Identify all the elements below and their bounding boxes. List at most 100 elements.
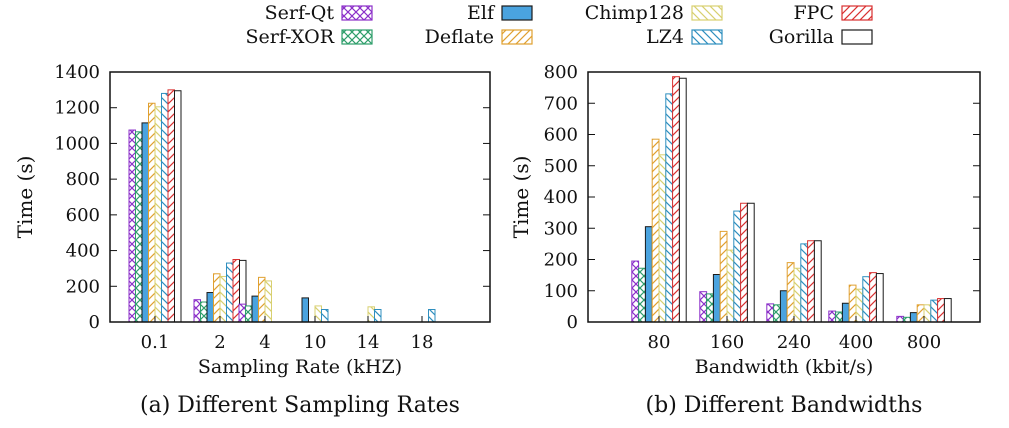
legend-swatch — [341, 5, 373, 21]
bar-chimp128-160 — [726, 249, 735, 323]
legend-item-fpc: FPC — [793, 2, 873, 24]
bar-chimp128-4 — [264, 280, 272, 323]
bar-serf-qt-800 — [896, 315, 905, 323]
bar-gorilla-80 — [678, 77, 687, 323]
bar-chimp128-10 — [314, 305, 322, 323]
y-tick-label: 1000 — [54, 133, 100, 154]
bar-serf-qt-2 — [193, 299, 201, 323]
legend-item-serf-xor: Serf-XOR — [245, 26, 373, 48]
legend-item-lz4: LZ4 — [646, 26, 723, 48]
y-tick-label: 600 — [66, 205, 100, 226]
legend-swatch — [691, 29, 723, 45]
y-tick-label: 400 — [544, 187, 578, 208]
bar-deflate-400 — [848, 284, 857, 323]
bar-fpc-0.1 — [167, 89, 175, 323]
y-tick-label: 1200 — [54, 98, 100, 119]
legend-item-chimp128: Chimp128 — [585, 2, 723, 24]
legend-label: Elf — [467, 2, 496, 24]
bar-elf-10 — [301, 297, 309, 323]
x-tick-label: 160 — [710, 332, 744, 353]
bar-fpc-800 — [937, 298, 945, 323]
bar-lz4-10 — [321, 309, 329, 323]
bar-serf-qt-0.1 — [128, 129, 136, 323]
bar-chimp128-2 — [219, 275, 227, 323]
y-tick-label: 800 — [544, 62, 578, 83]
bar-fpc-160 — [740, 202, 748, 323]
bar-lz4-0.1 — [161, 92, 169, 323]
bar-gorilla-800 — [943, 298, 952, 323]
x-tick-label: 80 — [648, 332, 671, 353]
y-tick-label: 100 — [544, 281, 578, 302]
bar-serf-xor-4 — [245, 305, 253, 323]
bar-serf-qt-240 — [766, 303, 775, 323]
legend-swatch — [501, 5, 533, 21]
bar-lz4-18 — [428, 309, 436, 323]
y-tick-label: 0 — [567, 312, 578, 333]
bar-deflate-80 — [651, 138, 660, 323]
chart-sampling-rates: Time (s) 0 200 400 600 800 1000 1200 1400 0.1 2 4… — [13, 62, 491, 418]
chart-b-xlabel: Bandwidth (kbit/s) — [695, 356, 873, 378]
bar-lz4-80 — [665, 93, 674, 323]
y-tick-label: 1400 — [54, 62, 100, 83]
bar-lz4-2 — [226, 262, 234, 323]
bar-serf-qt-4 — [238, 303, 246, 323]
y-tick-label: 0 — [89, 312, 100, 333]
bar-serf-qt-80 — [631, 260, 640, 323]
bar-serf-xor-240 — [773, 304, 781, 323]
chart-b-x-ticks: 80 160 240 400 800 — [648, 316, 941, 353]
bar-deflate-240 — [786, 262, 795, 323]
y-tick-label: 700 — [544, 93, 578, 114]
bar-lz4-240 — [800, 243, 809, 323]
legend-label: Deflate — [425, 26, 494, 48]
chart-a-bars — [128, 89, 436, 323]
legend-label: FPC — [793, 2, 834, 24]
legend-label: Serf-Qt — [265, 2, 335, 24]
legend-label: Serf-XOR — [245, 26, 334, 48]
bar-chimp128-800 — [923, 304, 932, 323]
bar-deflate-2 — [213, 273, 221, 323]
chart-a-x-ticks: 0.1 2 4 10 14 18 — [141, 316, 434, 353]
legend-swatch — [841, 5, 873, 21]
chart-a-title: (a) Different Sampling Rates — [140, 393, 460, 418]
bar-chimp128-400 — [855, 288, 864, 323]
y-tick-label: 300 — [544, 218, 578, 239]
bar-elf-2 — [206, 292, 214, 323]
legend-item-gorilla: Gorilla — [769, 26, 873, 48]
bar-elf-4 — [251, 295, 259, 323]
bar-elf-80 — [644, 226, 653, 323]
y-tick-label: 600 — [544, 125, 578, 146]
x-tick-label: 10 — [304, 332, 327, 353]
x-tick-label: 18 — [411, 332, 434, 353]
legend-swatch — [501, 29, 533, 45]
bar-lz4-160 — [733, 210, 742, 323]
bar-lz4-14 — [374, 309, 382, 323]
legend-label: LZ4 — [646, 26, 684, 48]
bar-lz4-800 — [930, 299, 939, 323]
x-tick-label: 14 — [357, 332, 380, 353]
bar-gorilla-240 — [813, 240, 822, 323]
chart-b-ylabel: Time (s) — [509, 156, 533, 239]
bar-fpc-240 — [807, 240, 815, 323]
x-tick-label: 400 — [839, 332, 873, 353]
x-tick-label: 240 — [777, 332, 811, 353]
chart-b-y-ticks: 0 100 200 300 400 500 600 700 800 — [544, 62, 980, 333]
bar-elf-400 — [841, 302, 850, 323]
bar-deflate-800 — [916, 304, 925, 323]
bar-gorilla-160 — [746, 202, 755, 323]
bar-elf-800 — [909, 312, 918, 323]
bar-chimp128-14 — [367, 306, 375, 323]
x-tick-label: 4 — [259, 332, 270, 353]
bar-serf-xor-80 — [638, 267, 646, 323]
bar-deflate-4 — [258, 276, 266, 323]
bar-elf-0.1 — [141, 122, 149, 323]
legend-item-serf-qt: Serf-Qt — [265, 2, 373, 24]
bar-elf-240 — [779, 290, 788, 323]
bar-serf-xor-2 — [200, 301, 208, 323]
y-tick-label: 200 — [544, 250, 578, 271]
bar-chimp128-80 — [658, 154, 667, 323]
chart-a-xlabel: Sampling Rate (kHZ) — [198, 356, 402, 378]
bar-gorilla-0.1 — [174, 90, 182, 323]
bar-lz4-400 — [862, 276, 871, 323]
